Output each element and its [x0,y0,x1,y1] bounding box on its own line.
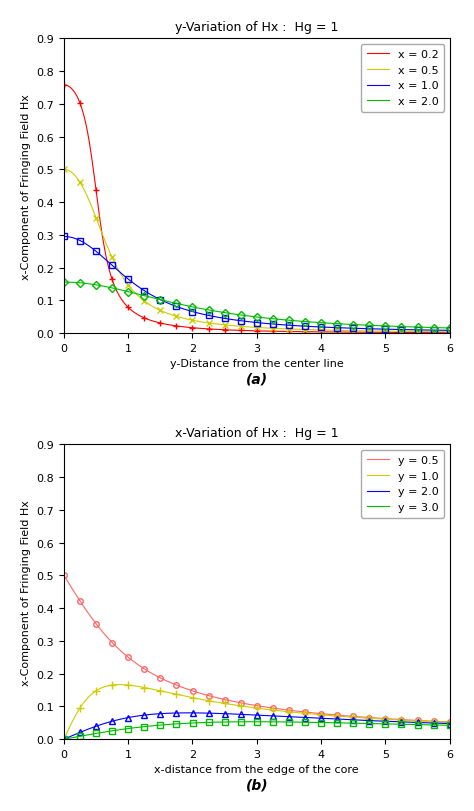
y = 2.0 [63,734,68,744]
Legend: y = 0.5, y = 1.0, y = 2.0, y = 3.0: y = 0.5, y = 1.0, y = 2.0, y = 3.0 [361,450,444,518]
x = 0.2 [62,81,68,91]
x = 1.0 [62,232,68,242]
y = 1.0 [299,708,304,718]
y = 0.5 [63,573,68,582]
Line: x = 0.5: x = 0.5 [64,170,450,333]
X-axis label: y-Distance from the center line: y-Distance from the center line [170,359,344,369]
y = 3.0 [299,718,304,727]
Line: y = 2.0: y = 2.0 [64,713,450,740]
Line: x = 1.0: x = 1.0 [64,237,450,331]
x = 2.0 [62,278,68,288]
X-axis label: x-distance from the edge of the core: x-distance from the edge of the core [155,765,359,775]
x = 2.0 [410,323,416,333]
x = 1.0 [61,232,67,242]
y = 1.0 [63,732,68,741]
y = 3.0 [387,719,393,729]
x = 0.5 [61,165,67,175]
Line: x = 2.0: x = 2.0 [64,283,450,328]
x = 0.5 [447,328,453,337]
x = 2.0 [291,316,296,326]
y = 0.5 [297,706,303,716]
y = 0.5 [447,717,453,727]
x = 0.5 [62,165,68,175]
y = 1.0 [117,680,122,689]
x = 0.2 [410,328,416,338]
Text: (a): (a) [246,372,268,386]
x = 0.2 [61,81,67,91]
Legend: x = 0.2, x = 0.5, x = 1.0, x = 2.0: x = 0.2, x = 0.5, x = 1.0, x = 2.0 [361,45,444,113]
x = 1.0 [290,321,295,331]
y = 2.0 [412,718,418,727]
y = 2.0 [447,719,453,728]
Title: y-Variation of Hx :  Hg = 1: y-Variation of Hx : Hg = 1 [175,21,338,34]
x = 1.0 [297,322,303,332]
Text: (b): (b) [246,778,268,792]
x = 0.5 [297,325,303,335]
y = 3.0 [251,717,256,727]
y = 3.0 [412,720,418,730]
x = 1.0 [447,326,453,336]
x = 1.0 [410,325,416,335]
Y-axis label: x-Component of Fringing Field Hx: x-Component of Fringing Field Hx [21,93,31,279]
x = 2.0 [447,324,453,333]
y = 1.0 [447,718,453,727]
x = 0.2 [447,328,453,338]
y = 2.0 [387,717,393,727]
y = 2.0 [185,708,191,718]
y = 1.0 [292,708,298,718]
x = 0.2 [386,328,392,338]
x = 2.0 [61,278,67,288]
x = 0.2 [297,328,303,337]
x = 2.0 [297,317,303,327]
Line: x = 0.2: x = 0.2 [64,86,450,333]
x = 0.5 [410,327,416,337]
Line: y = 3.0: y = 3.0 [64,722,450,740]
y = 0.5 [386,714,392,724]
y = 3.0 [61,735,67,744]
Line: y = 1.0: y = 1.0 [64,684,450,739]
x = 0.5 [290,325,295,335]
x = 2.0 [386,322,392,332]
y = 0.5 [410,715,416,725]
y = 3.0 [447,720,453,730]
y = 1.0 [387,714,393,724]
y = 2.0 [291,712,296,722]
y = 2.0 [61,735,67,744]
y = 3.0 [292,717,298,727]
y = 0.5 [291,706,296,716]
y = 1.0 [412,716,418,726]
y = 0.5 [61,571,67,581]
x = 1.0 [291,321,296,331]
Y-axis label: x-Component of Fringing Field Hx: x-Component of Fringing Field Hx [21,499,31,684]
x = 0.5 [386,327,392,337]
y = 1.0 [291,707,296,717]
y = 3.0 [291,717,296,727]
x = 0.2 [291,328,296,337]
x = 0.5 [291,325,296,335]
Title: x-Variation of Hx :  Hg = 1: x-Variation of Hx : Hg = 1 [175,427,338,440]
y = 2.0 [292,712,298,722]
y = 2.0 [299,713,304,723]
y = 1.0 [61,734,67,744]
x = 0.2 [290,328,295,337]
x = 1.0 [386,325,392,335]
y = 3.0 [63,734,68,744]
Line: y = 0.5: y = 0.5 [64,576,450,722]
y = 0.5 [290,706,295,715]
x = 2.0 [290,316,295,326]
